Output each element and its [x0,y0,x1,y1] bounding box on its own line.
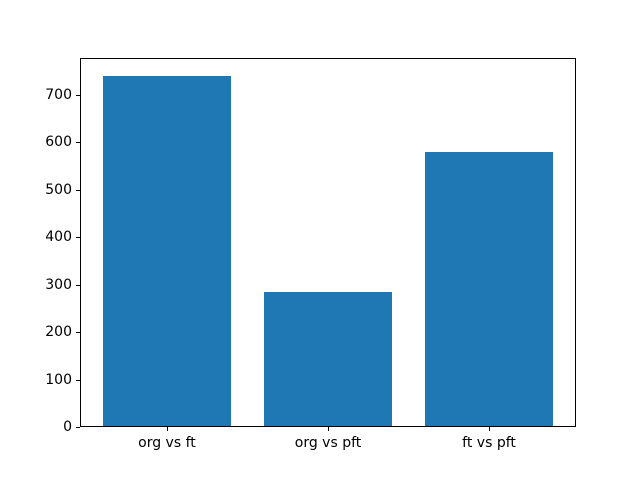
y-tick-label: 500 [45,181,72,198]
y-tick-label: 400 [45,229,72,246]
bar-org-vs-ft [102,75,232,426]
y-tick-label: 200 [45,324,72,341]
x-tick-label: org vs pft [294,435,362,451]
y-tick-mark [76,142,80,144]
x-tick-label: ft vs pft [462,435,516,451]
y-tick-label: 600 [45,134,72,151]
y-tick-mark [76,94,80,96]
y-tick-mark [76,284,80,286]
y-tick-label: 700 [45,86,72,103]
bar-ft-vs-pft [424,152,554,426]
x-tick-mark [328,427,329,431]
bar-org-vs-pft [263,292,393,426]
y-tick-label: 0 [63,419,72,435]
y-tick-label: 100 [45,371,72,388]
y-tick-mark [76,332,80,334]
x-tick-label: org vs ft [138,435,196,451]
y-tick-mark [76,379,80,381]
plot-area [80,58,576,427]
y-tick-mark [76,427,80,428]
y-tick-label: 300 [45,276,72,293]
y-tick-mark [76,189,80,191]
y-tick-mark [76,237,80,239]
x-tick-mark [489,427,491,431]
x-tick-mark [166,427,168,431]
